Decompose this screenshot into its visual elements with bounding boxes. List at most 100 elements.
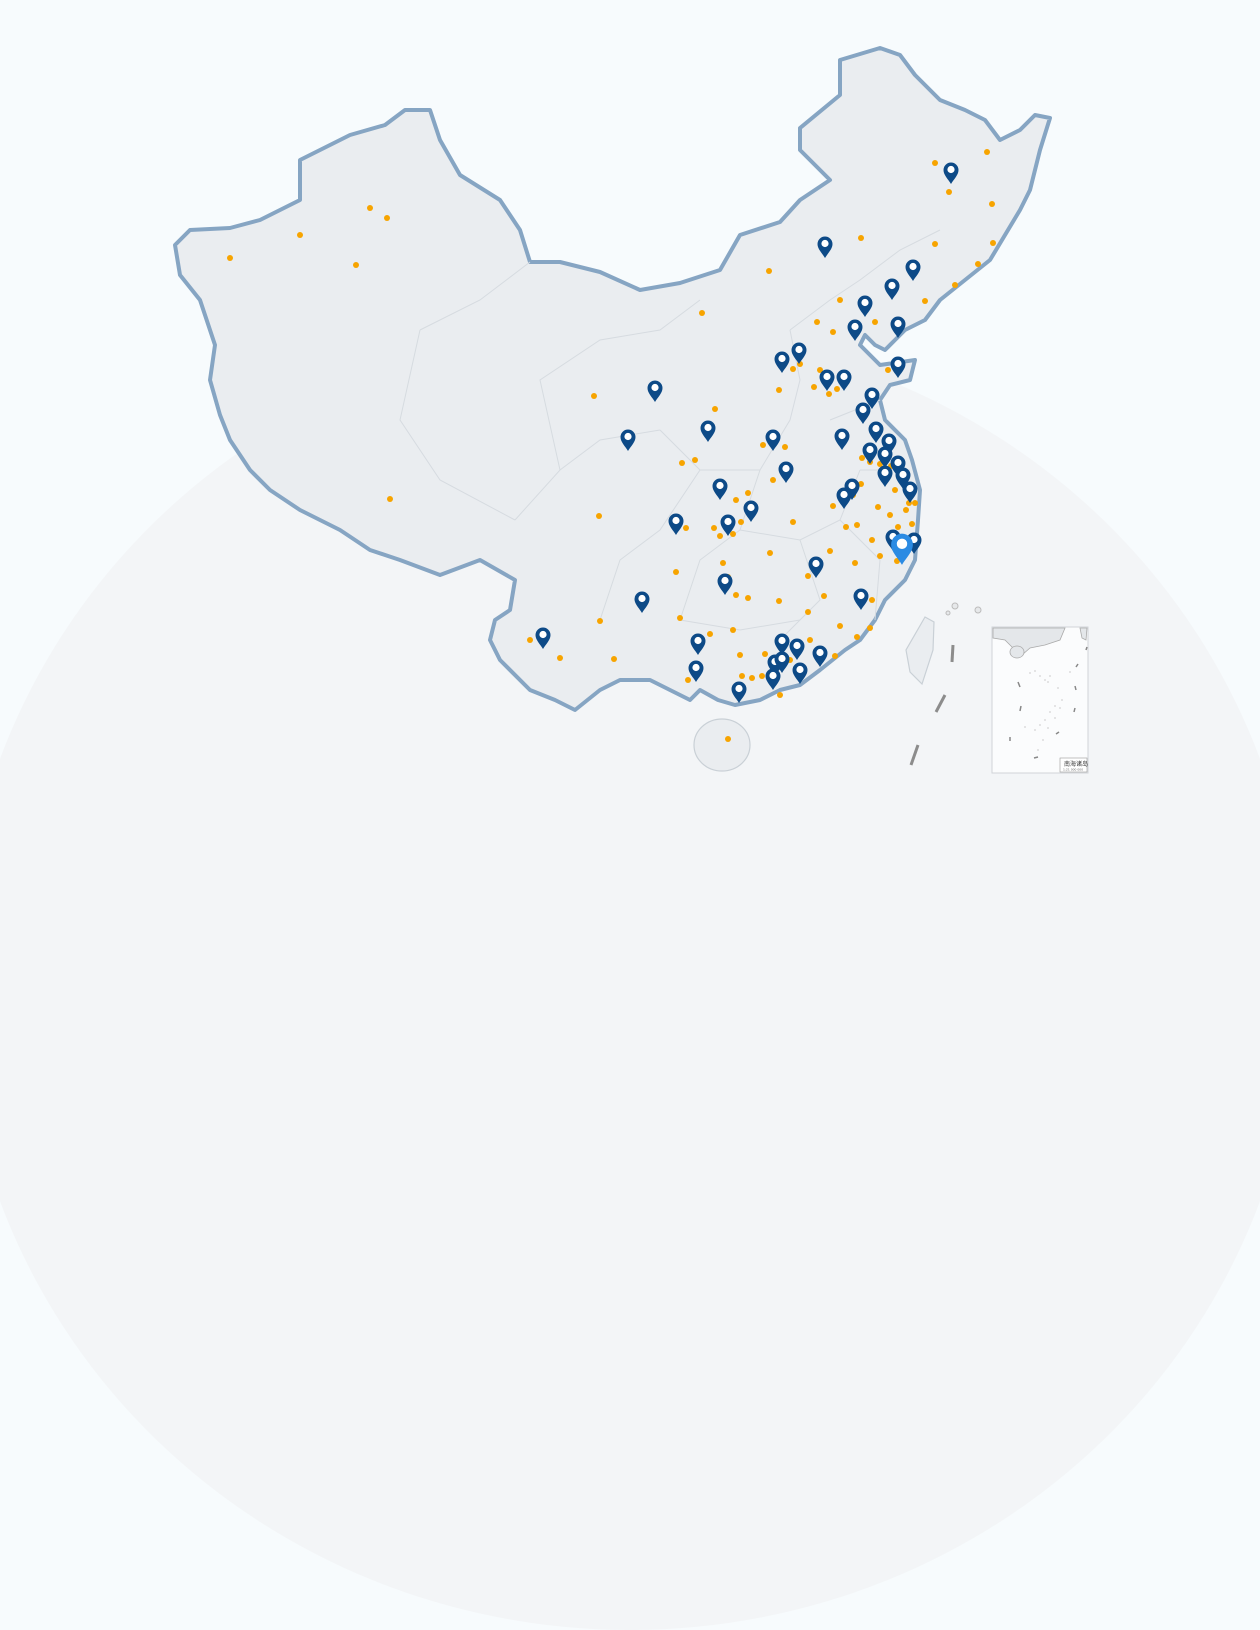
city-marker[interactable] bbox=[877, 465, 893, 488]
city-marker[interactable] bbox=[884, 278, 900, 301]
map-pin-icon bbox=[791, 342, 807, 364]
city-dot bbox=[837, 623, 843, 629]
city-dot bbox=[738, 519, 744, 525]
city-marker[interactable] bbox=[731, 681, 747, 704]
city-marker[interactable] bbox=[836, 369, 852, 392]
map-pin-icon bbox=[877, 465, 893, 487]
city-marker[interactable] bbox=[712, 478, 728, 501]
city-marker[interactable] bbox=[881, 433, 897, 456]
city-marker[interactable] bbox=[634, 591, 650, 614]
map-pin-icon bbox=[834, 428, 850, 450]
city-marker[interactable] bbox=[890, 316, 906, 339]
city-marker[interactable] bbox=[765, 668, 781, 691]
city-marker[interactable] bbox=[647, 380, 663, 403]
city-marker[interactable] bbox=[774, 651, 790, 674]
city-marker[interactable] bbox=[688, 660, 704, 683]
city-markers[interactable] bbox=[535, 162, 959, 704]
city-dot bbox=[759, 673, 765, 679]
city-marker[interactable] bbox=[877, 446, 893, 469]
map-pin-icon bbox=[855, 402, 871, 424]
city-marker[interactable] bbox=[862, 442, 878, 465]
city-dot bbox=[811, 384, 817, 390]
city-marker[interactable] bbox=[819, 369, 835, 392]
city-marker[interactable] bbox=[720, 514, 736, 537]
city-marker[interactable] bbox=[717, 573, 733, 596]
map-pin-icon bbox=[890, 356, 906, 378]
city-marker[interactable] bbox=[902, 481, 918, 504]
map-pin-icon bbox=[717, 573, 733, 595]
city-dot bbox=[932, 241, 938, 247]
city-marker[interactable] bbox=[778, 461, 794, 484]
city-marker[interactable] bbox=[668, 513, 684, 536]
city-marker[interactable] bbox=[812, 645, 828, 668]
city-marker[interactable] bbox=[864, 387, 880, 410]
city-dot bbox=[227, 255, 233, 261]
city-marker[interactable] bbox=[743, 500, 759, 523]
map-pin-icon bbox=[668, 513, 684, 535]
map-pin-icon bbox=[844, 478, 860, 500]
city-marker[interactable] bbox=[808, 556, 824, 579]
city-dot bbox=[707, 631, 713, 637]
city-marker[interactable] bbox=[855, 402, 871, 425]
island-dot bbox=[1061, 699, 1063, 701]
city-dot bbox=[826, 391, 832, 397]
city-marker[interactable] bbox=[765, 429, 781, 452]
city-marker[interactable] bbox=[792, 662, 808, 685]
mainland bbox=[173, 46, 1052, 712]
city-dot bbox=[858, 481, 864, 487]
city-marker[interactable] bbox=[789, 638, 805, 661]
city-marker[interactable] bbox=[836, 487, 852, 510]
map-pin-icon bbox=[700, 420, 716, 442]
city-marker[interactable] bbox=[853, 588, 869, 611]
city-dot bbox=[830, 503, 836, 509]
map-pin-icon bbox=[778, 461, 794, 483]
china-outline bbox=[173, 46, 1052, 712]
city-marker[interactable] bbox=[868, 421, 884, 444]
city-marker[interactable] bbox=[895, 467, 911, 490]
province-border bbox=[789, 229, 941, 331]
island-dot bbox=[1069, 671, 1071, 673]
city-marker[interactable] bbox=[535, 627, 551, 650]
city-marker[interactable] bbox=[690, 633, 706, 656]
city-dot bbox=[869, 537, 875, 543]
map-pin-icon bbox=[864, 387, 880, 409]
city-marker[interactable] bbox=[943, 162, 959, 185]
city-marker[interactable] bbox=[774, 633, 790, 656]
city-marker[interactable] bbox=[817, 236, 833, 259]
city-dot bbox=[770, 477, 776, 483]
city-dot bbox=[790, 519, 796, 525]
city-dot bbox=[730, 531, 736, 537]
island-dot bbox=[1044, 719, 1046, 721]
map-pin-icon bbox=[765, 429, 781, 451]
city-marker[interactable] bbox=[844, 478, 860, 501]
province-border bbox=[599, 469, 701, 621]
city-marker[interactable] bbox=[905, 259, 921, 282]
city-dot bbox=[596, 513, 602, 519]
city-dot bbox=[557, 655, 563, 661]
city-dot bbox=[711, 525, 717, 531]
city-marker[interactable] bbox=[620, 429, 636, 452]
city-dot bbox=[892, 487, 898, 493]
map-pin-icon bbox=[774, 351, 790, 373]
city-marker[interactable] bbox=[774, 351, 790, 374]
city-dot bbox=[834, 386, 840, 392]
city-marker[interactable] bbox=[700, 420, 716, 443]
city-dot bbox=[903, 507, 909, 513]
map-pin-icon bbox=[847, 319, 863, 341]
city-marker-selected[interactable] bbox=[891, 533, 913, 565]
map-pin-icon bbox=[792, 662, 808, 684]
island-dot bbox=[1047, 681, 1049, 683]
city-marker[interactable] bbox=[847, 319, 863, 342]
city-marker[interactable] bbox=[890, 356, 906, 379]
city-marker[interactable] bbox=[857, 295, 873, 318]
city-dot bbox=[527, 637, 533, 643]
map-pin-icon bbox=[857, 295, 873, 317]
city-dot bbox=[384, 215, 390, 221]
city-dot bbox=[730, 627, 736, 633]
china-map[interactable]: 南海诸岛 1:21 000 000 bbox=[0, 0, 1260, 820]
city-dot bbox=[869, 597, 875, 603]
city-marker[interactable] bbox=[890, 455, 906, 478]
city-marker[interactable] bbox=[834, 428, 850, 451]
city-marker[interactable] bbox=[791, 342, 807, 365]
city-dot bbox=[984, 149, 990, 155]
